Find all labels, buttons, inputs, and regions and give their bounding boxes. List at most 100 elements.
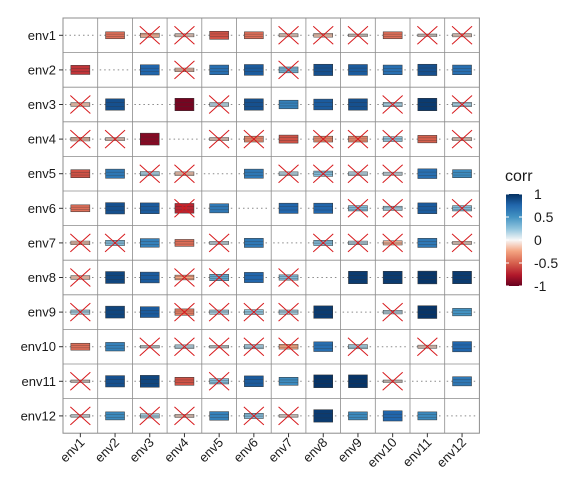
correlation-bar — [105, 168, 125, 179]
insignificant-cross — [174, 25, 195, 45]
heatmap-cell — [169, 25, 200, 45]
heatmap-cells — [65, 25, 478, 426]
insignificant-cross — [312, 25, 334, 45]
correlation-bar — [209, 411, 229, 421]
correlation-bar — [452, 341, 472, 353]
correlation-bar — [209, 203, 229, 214]
y-tick-label: env6 — [28, 201, 56, 216]
heatmap-cell — [99, 233, 131, 253]
heatmap-cell — [377, 410, 408, 422]
insignificant-cross — [208, 371, 230, 391]
heatmap-cell — [446, 271, 478, 284]
heatmap-cell — [203, 268, 235, 287]
insignificant-cross — [104, 233, 126, 253]
insignificant-cross — [347, 129, 369, 149]
heatmap-cell — [169, 268, 200, 287]
correlation-bar — [209, 64, 229, 76]
x-axis-labels: env1 env2 env3 env4 env5 env6 env7 env8 env9 env1… — [57, 433, 469, 470]
heatmap-cell — [446, 25, 478, 45]
correlation-bar — [174, 239, 195, 247]
legend-title: corr — [505, 168, 533, 185]
x-tick-label: env1 — [57, 435, 88, 466]
heatmap-cell — [342, 374, 374, 388]
heatmap-cell — [134, 238, 166, 248]
insignificant-cross — [139, 337, 161, 357]
heatmap-cell — [238, 98, 270, 111]
y-tick-label: env9 — [28, 305, 56, 320]
insignificant-cross — [174, 60, 195, 80]
heatmap-cell — [65, 342, 96, 351]
correlation-bar — [382, 31, 403, 40]
x-tick-label: env3 — [126, 435, 157, 466]
insignificant-cross — [70, 371, 91, 391]
heatmap-cell — [446, 64, 478, 76]
insignificant-cross — [347, 233, 369, 253]
insignificant-cross — [312, 233, 334, 253]
heatmap-cell — [169, 98, 200, 111]
heatmap-cell — [134, 337, 166, 357]
y-tick-label: env10 — [21, 339, 56, 354]
heatmap-cell — [446, 376, 478, 387]
heatmap-cell — [134, 202, 166, 214]
insignificant-cross — [278, 268, 299, 287]
heatmap-cell — [203, 411, 235, 421]
x-tick-label: env8 — [300, 435, 331, 466]
insignificant-cross — [347, 198, 369, 218]
y-tick-label: env4 — [28, 132, 56, 147]
x-tick-label: env9 — [335, 435, 366, 466]
heatmap-cell — [203, 302, 235, 322]
heatmap-cell — [377, 64, 408, 76]
legend-colorbar — [506, 194, 522, 286]
heatmap-cell — [169, 377, 200, 386]
heatmap-cell — [134, 306, 166, 318]
correlation-bar — [174, 98, 195, 111]
insignificant-cross — [451, 198, 473, 218]
heatmap-cell — [65, 406, 96, 426]
insignificant-cross — [278, 406, 299, 426]
heatmap-cell — [273, 302, 304, 322]
x-tick-label: env6 — [230, 435, 261, 466]
heatmap-cell — [377, 371, 408, 391]
insignificant-cross — [139, 25, 161, 45]
heatmap-cell — [99, 168, 131, 179]
insignificant-cross — [312, 164, 334, 184]
heatmap-cell — [99, 375, 131, 388]
color-legend: corr 1 0.5 0 -0.5 -1 — [505, 168, 558, 294]
heatmap-cell — [99, 202, 131, 215]
heatmap-cell — [273, 377, 304, 386]
correlation-bar — [313, 409, 333, 423]
heatmap-cell — [273, 134, 304, 144]
heatmap-cell — [446, 95, 478, 114]
correlation-bar — [140, 132, 160, 146]
heatmap-cell — [307, 233, 339, 253]
correlation-bar — [70, 169, 91, 178]
insignificant-cross — [208, 268, 230, 287]
correlation-bar — [70, 65, 91, 75]
heatmap-cell — [446, 341, 478, 353]
heatmap-cell — [99, 271, 131, 284]
correlation-bar — [417, 270, 438, 285]
insignificant-cross — [278, 164, 299, 184]
heatmap-cell — [307, 98, 339, 111]
insignificant-cross — [243, 337, 265, 357]
heatmap-cell — [342, 411, 374, 421]
correlation-bar — [417, 305, 438, 319]
correlation-bar — [140, 238, 160, 248]
x-tick-label: env5 — [196, 435, 227, 466]
heatmap-cell — [169, 406, 200, 426]
heatmap-cell — [134, 132, 166, 146]
correlation-bar — [313, 202, 333, 214]
heatmap-cell — [307, 374, 339, 388]
correlation-bar — [105, 305, 125, 319]
correlation-bar — [105, 31, 125, 40]
insignificant-cross — [208, 129, 230, 149]
heatmap-cell — [169, 60, 200, 80]
legend-tick-label: 0.5 — [534, 209, 554, 225]
y-tick-label: env12 — [21, 408, 56, 423]
heatmap-cell — [446, 129, 478, 149]
legend-tick-label: -0.5 — [534, 255, 558, 271]
correlation-bar — [70, 342, 91, 351]
heatmap-cell — [446, 198, 478, 218]
correlation-bar — [105, 342, 125, 352]
correlation-bar — [348, 98, 368, 111]
